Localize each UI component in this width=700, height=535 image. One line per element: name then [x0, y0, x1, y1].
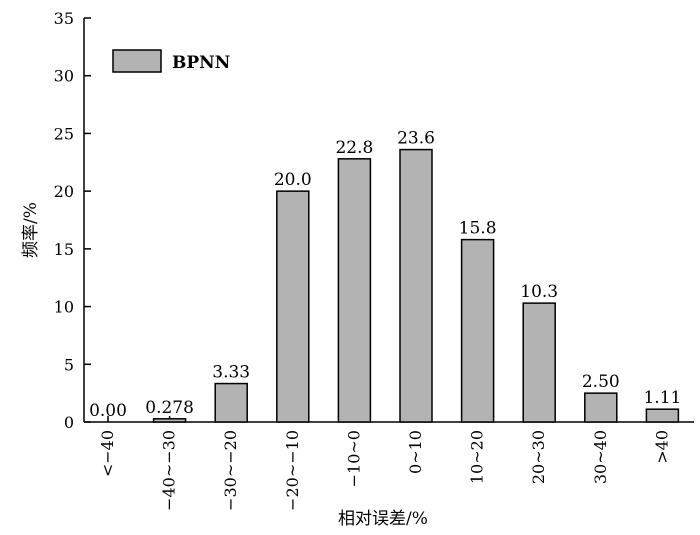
x-tick-label: −30~−20	[221, 430, 240, 511]
y-tick-label: 20	[54, 182, 74, 201]
y-axis: 0 5 10 15 20 25 30 35	[54, 9, 91, 432]
bar-value-label: 0.00	[89, 401, 127, 421]
bar	[460, 238, 495, 423]
y-tick-label: 0	[64, 413, 74, 432]
legend: BPNN	[112, 49, 230, 73]
x-tick-label: −20~−10	[283, 430, 302, 511]
y-tick-label: 25	[54, 124, 74, 143]
y-tick-label: 5	[64, 355, 74, 374]
bar-value-label: 3.33	[212, 363, 250, 383]
bar-value-label: 1.11	[643, 388, 681, 408]
bar-value-label: 10.3	[520, 282, 558, 302]
bar	[276, 190, 310, 423]
x-tick-label: 20~30	[529, 430, 548, 484]
bar	[214, 382, 248, 423]
x-tick-label: −10~0	[344, 430, 363, 487]
bar	[584, 392, 618, 423]
value-labels: 0.00 0.278 3.33 20.0 22.8 23.6 15.8 10.3 2.50 1.1…	[89, 129, 681, 421]
bar	[522, 302, 556, 423]
x-tick-label: 0~10	[406, 430, 425, 474]
x-axis: <−40 −40~−30 −30~−20 −20~−10 −10~0 0~10 10~20 2…	[84, 416, 694, 511]
y-tick-label: 10	[54, 298, 74, 317]
y-axis-label: 频率/%	[21, 202, 41, 258]
y-tick-label: 35	[54, 9, 74, 28]
bar	[337, 158, 372, 423]
bar-value-label: 2.50	[582, 372, 620, 392]
legend-swatch-bpnn	[112, 49, 162, 73]
bar-value-label: 0.278	[145, 398, 194, 418]
x-axis-label: 相对误差/%	[338, 509, 428, 529]
x-tick-label: <−40	[98, 430, 117, 477]
bar	[399, 148, 433, 423]
x-tick-label: >40	[652, 430, 671, 464]
bar	[645, 408, 680, 423]
bar	[152, 418, 187, 423]
y-tick-label: 15	[54, 240, 74, 259]
bar-value-label: 22.8	[335, 138, 373, 158]
x-tick-label: −40~−30	[160, 430, 179, 511]
y-tick-label: 30	[54, 67, 74, 86]
bar-value-label: 23.6	[397, 129, 435, 149]
legend-label-bpnn: BPNN	[172, 53, 230, 73]
x-tick-label: 10~20	[468, 430, 487, 484]
bar-value-label: 15.8	[459, 219, 497, 239]
bars	[152, 148, 680, 423]
bar-value-label: 20.0	[274, 170, 312, 190]
x-tick-label: 30~40	[591, 430, 610, 484]
